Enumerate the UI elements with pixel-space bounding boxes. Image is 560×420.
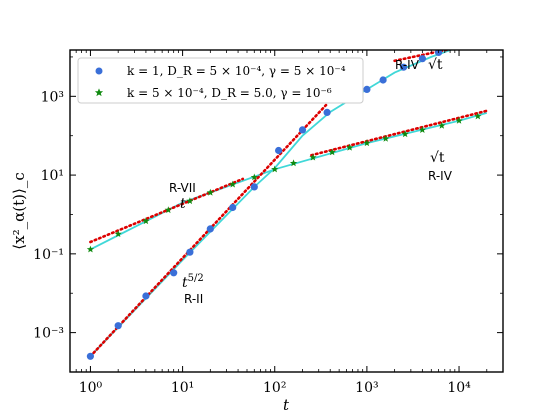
annotation-r-iv-bottom-regime: R-IV [428, 169, 453, 183]
plot-frame [69, 49, 504, 373]
series-1-point [472, 37, 479, 44]
series-2-point [455, 116, 463, 124]
legend-marker-circle [95, 67, 103, 75]
series-1-point [142, 292, 150, 300]
series-1-point [186, 248, 194, 256]
x-tick-label: 10³ [355, 380, 378, 396]
series-1-point [275, 146, 283, 155]
legend-marker-star [94, 88, 104, 97]
series-1-point [400, 63, 408, 71]
annotation-r-iv-bottom: √t R-IV [428, 150, 453, 183]
asymptote-line-4 [310, 109, 489, 157]
asymptote-line-2 [89, 103, 328, 358]
series-1-point [298, 126, 307, 134]
legend-label-series-1: k = 1, D_R = 5 × 10⁻⁴, γ = 5 × 10⁻⁴ [127, 64, 346, 78]
series-2-point [382, 134, 390, 142]
plot-area [86, 37, 489, 360]
series-2-point [309, 153, 317, 161]
series-2-point [328, 148, 336, 156]
legend-box [77, 57, 364, 104]
annotation-r-iv-top-scaling: √t [428, 57, 443, 73]
series-2-point [142, 217, 150, 225]
series-2-point [250, 173, 258, 181]
annotation-r-ii: t5/2 R-II [182, 273, 204, 306]
y-tick-label: 10⁻³ [33, 326, 64, 342]
series-2-point [164, 206, 172, 214]
x-tick-label: 10⁰ [79, 380, 103, 396]
asymptote-line-3 [89, 177, 245, 244]
annotation-r-vii-regime: R-VII [169, 181, 196, 195]
series-2-point [229, 180, 237, 188]
series-1-point [379, 76, 387, 84]
series-2-point [418, 126, 426, 133]
series-1-point [250, 183, 258, 191]
series-1-point [323, 108, 331, 116]
series-1-point [453, 42, 460, 49]
series-2-point [438, 121, 446, 129]
annotation-r-vii: R-VII t [169, 181, 196, 212]
annotation-r-iv-top: R-IV √t [395, 57, 443, 73]
x-tick-label: 10⁴ [447, 380, 471, 396]
series-2-point [114, 230, 122, 237]
annotation-r-ii-scaling: t5/2 [182, 273, 204, 291]
annotation-r-vii-scaling: t [180, 196, 186, 212]
series-1-point [229, 203, 237, 212]
series-1-point [170, 269, 178, 277]
legend-label-series-2: k = 5 × 10⁻⁴, D_R = 5.0, γ = 10⁻⁶ [127, 86, 332, 100]
series-2-point [346, 143, 354, 151]
series-1-point [363, 85, 371, 93]
series-1-point [86, 352, 94, 360]
x-axis-label: t [283, 396, 290, 414]
series-2-point [363, 139, 371, 147]
annotation-r-ii-regime: R-II [184, 292, 203, 306]
series-2-point [206, 188, 214, 196]
legend: k = 1, D_R = 5 × 10⁻⁴, γ = 5 × 10⁻⁴ k = … [77, 57, 364, 104]
axis-ticks: 10⁰ 10¹ 10² 10³ 10⁴ 10⁻³ 10⁻¹ 10¹ 10³ [33, 50, 504, 396]
series-2-point [271, 165, 279, 173]
series-2-point [86, 245, 95, 253]
series-1-point [206, 225, 214, 233]
annotation-r-iv-bottom-scaling: √t [430, 150, 445, 166]
y-tick-label: 10⁻¹ [33, 247, 64, 263]
series-1-point [114, 322, 122, 330]
y-tick-label: 10¹ [41, 168, 64, 184]
x-tick-label: 10² [263, 380, 286, 396]
series-2-point [186, 197, 194, 205]
x-tick-label: 10¹ [171, 380, 194, 396]
series-2-point [401, 130, 409, 138]
series-1-point [418, 55, 426, 63]
y-tick-label: 10³ [41, 89, 64, 105]
y-axis-label: ⟨x²_α(t)⟩_c [10, 172, 28, 249]
series-2-point [289, 159, 298, 167]
annotation-r-iv-top-regime: R-IV [395, 58, 420, 72]
series-2-point [474, 112, 482, 120]
plot-marks [86, 37, 489, 360]
